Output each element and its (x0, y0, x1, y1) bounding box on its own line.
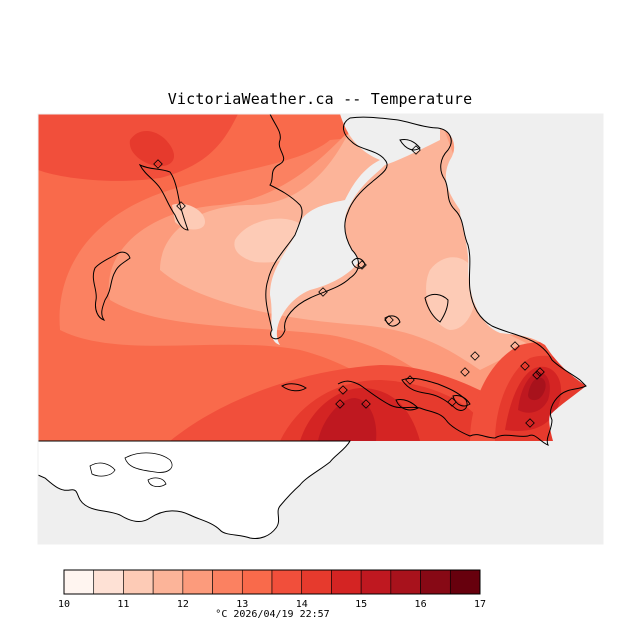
lower-land (37, 440, 351, 539)
band-15-15p5-s (318, 398, 377, 441)
station-markers (153, 145, 545, 428)
station-marker (405, 375, 415, 385)
station-marker (510, 341, 520, 351)
legend-tick-label: 14 (296, 599, 308, 610)
station-marker (357, 260, 367, 270)
legend-tick-label: 12 (177, 599, 189, 610)
legend-bin-0 (63, 569, 95, 595)
legend-bin-13 (449, 569, 481, 595)
legend-bin-9 (331, 569, 362, 595)
station-marker (384, 315, 394, 325)
station-marker (318, 287, 328, 297)
station-marker (532, 370, 542, 380)
band-11-11p5-c (172, 203, 205, 230)
map-frame-border (37, 113, 604, 545)
band-11-11p5-b (426, 257, 477, 330)
legend-tick-label: 16 (415, 599, 427, 610)
station-marker (525, 418, 535, 428)
no-data-east-2 (440, 114, 603, 441)
legend-bin-5 (212, 569, 243, 595)
lower-land-bay-1 (89, 462, 116, 477)
legend-bin-2 (123, 569, 154, 595)
lower-land-bay-3 (147, 477, 167, 488)
station-marker (520, 361, 530, 371)
station-marker (176, 201, 186, 211)
legend-tick-label: 13 (236, 599, 248, 610)
station-marker (361, 399, 371, 409)
legend-bin-10 (360, 569, 392, 595)
legend-bin-11 (390, 569, 421, 595)
legend-bin-6 (241, 569, 273, 595)
station-marker (335, 399, 345, 409)
station-marker (153, 159, 163, 169)
station-marker (460, 367, 470, 377)
legend-tick-label: 11 (117, 599, 129, 610)
temperature-legend: 10 11 12 13 14 15 16 17 (58, 569, 486, 610)
legend-tick-label: 17 (474, 599, 486, 610)
station-marker (470, 351, 480, 361)
station-marker (411, 145, 421, 155)
legend-units-timestamp: °C 2026/04/19 22:57 (215, 609, 330, 620)
station-marker (447, 397, 457, 407)
legend-border (63, 569, 481, 595)
legend-bin-1 (93, 569, 124, 595)
legend-bin-12 (420, 569, 451, 595)
coastlines (92, 113, 587, 446)
map-title: VictoriaWeather.ca -- Temperature (167, 90, 473, 108)
band-14-14p5-nw (129, 130, 175, 167)
station-marker (535, 367, 545, 377)
no-data-east (270, 114, 440, 345)
legend-bin-4 (182, 569, 213, 595)
legend-bin-7 (271, 569, 303, 595)
legend-tick-label: 15 (355, 599, 367, 610)
legend-bin-3 (152, 569, 184, 595)
legend-bin-8 (301, 569, 332, 595)
band-15p5-16-se (528, 377, 546, 401)
lower-land-bay-2 (124, 452, 173, 473)
station-marker (338, 385, 348, 395)
legend-tick-label: 10 (58, 599, 70, 610)
